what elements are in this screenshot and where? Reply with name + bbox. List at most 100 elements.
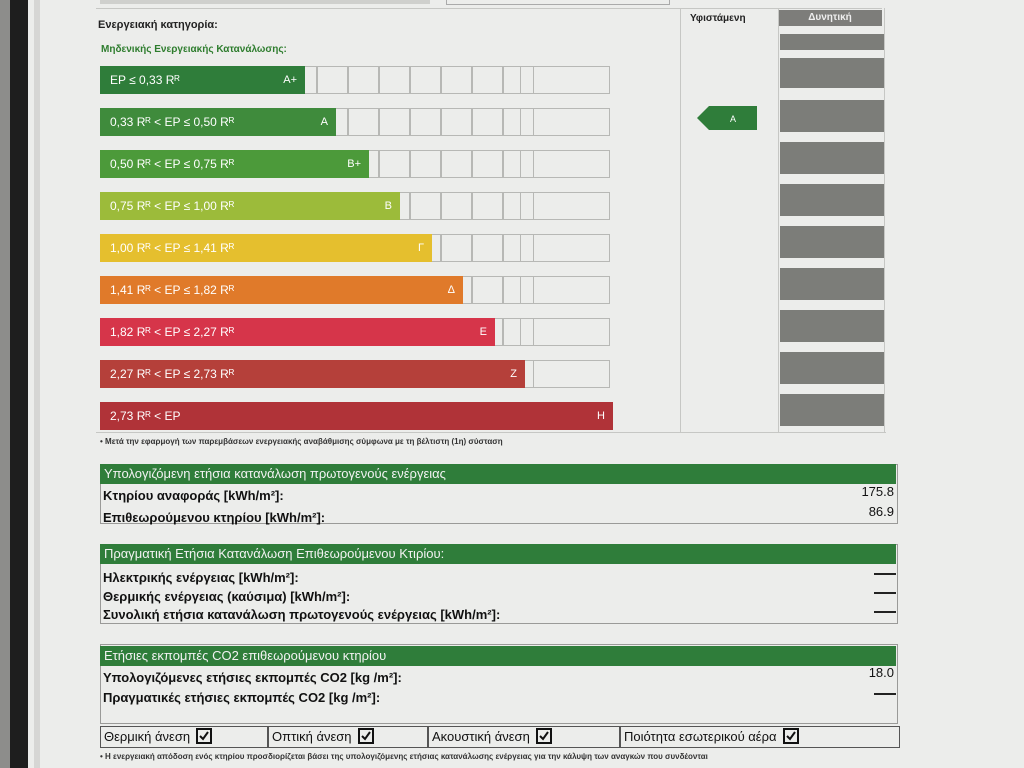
scale-grid-cell <box>379 150 410 178</box>
thermal-energy-value-empty <box>874 592 896 594</box>
frame-top <box>96 8 882 9</box>
scale-bar-range: 0,50 Rᴿ < EP ≤ 0,75 Rᴿ <box>110 157 235 171</box>
potential-rating-cell <box>780 352 884 384</box>
scale-grid-cell <box>503 150 534 178</box>
co2-emissions-box <box>100 644 898 724</box>
visual-comfort-checkbox-icon <box>357 728 374 744</box>
inspected-building-label: Επιθεωρούμενου κτηρίου [kWh/m²]: <box>103 510 326 525</box>
potential-rating-cell <box>780 310 884 342</box>
scale-bar: EP ≤ 0,33 Rᴿ A+ <box>100 66 305 94</box>
primary-energy-title: Υπολογιζόμενη ετήσια κατανάλωση πρωτογεν… <box>100 464 896 484</box>
scale-bar: 0,33 Rᴿ < EP ≤ 0,50 Rᴿ A <box>100 108 336 136</box>
scale-bar-range: 2,73 Rᴿ < EP <box>110 409 181 423</box>
scale-bar-range: 1,00 Rᴿ < EP ≤ 1,41 Rᴿ <box>110 241 235 255</box>
acoustic-comfort-checkbox-icon <box>535 728 552 744</box>
scale-bar-range: EP ≤ 0,33 Rᴿ <box>110 73 180 87</box>
thermal-comfort-cell: Θερμική άνεση <box>100 726 268 748</box>
scale-bar: 0,75 Rᴿ < EP ≤ 1,00 Rᴿ B <box>100 192 400 220</box>
thermal-comfort-label: Θερμική άνεση <box>104 729 191 744</box>
scale-bar: 1,82 Rᴿ < EP ≤ 2,27 Rᴿ E <box>100 318 495 346</box>
scale-bar-grade: H <box>597 410 605 422</box>
scale-grid-cell <box>520 276 610 304</box>
total-primary-energy-label: Συνολική ετήσια κατανάλωση πρωτογενούς ε… <box>103 607 501 622</box>
scale-grid-cell <box>503 192 534 220</box>
clipped-field-box <box>446 0 670 5</box>
scale-grid-cell <box>410 192 441 220</box>
scale-bar-grade: B <box>384 200 392 212</box>
existing-column-header: Υφιστάμενη <box>690 13 746 24</box>
nzeb-label: Μηδενικής Ενεργειακής Κατανάλωσης: <box>101 44 287 55</box>
frame-bottom <box>96 432 886 433</box>
potential-rating-cell <box>780 394 884 426</box>
current-rating-grade: A <box>730 114 736 124</box>
frame-divider-potential <box>778 8 779 432</box>
scale-grid-cell <box>317 66 348 94</box>
scale-bar-range: 0,75 Rᴿ < EP ≤ 1,00 Rᴿ <box>110 199 235 213</box>
footnote-recommendation: • Μετά την εφαρμογή των παρεμβάσεων ενερ… <box>100 437 503 446</box>
scale-bar-grade: Γ <box>417 242 424 254</box>
acoustic-comfort-cell: Ακουστική άνεση <box>428 726 620 748</box>
frame-divider-existing <box>680 8 681 432</box>
scale-grid-cell <box>441 66 472 94</box>
electric-energy-label: Ηλεκτρικής ενέργειας [kWh/m²]: <box>103 570 299 585</box>
footnote-energy-performance: • Η ενεργειακή απόδοση ενός κτηρίου προσ… <box>100 752 708 761</box>
scale-grid-cell <box>441 108 472 136</box>
scale-grid-cell <box>520 360 610 388</box>
scale-bar-grade: A <box>320 116 328 128</box>
scale-grid-cell <box>503 66 534 94</box>
potential-column-header: Δυνητική <box>778 10 882 26</box>
scale-bar-range: 2,27 Rᴿ < EP ≤ 2,73 Rᴿ <box>110 367 235 381</box>
scale-grid-cell <box>410 66 441 94</box>
scale-bar-range: 0,33 Rᴿ < EP ≤ 0,50 Rᴿ <box>110 115 235 129</box>
potential-rating-cell <box>780 184 884 216</box>
scale-bar-grade: E <box>479 326 487 338</box>
scale-grid-cell <box>472 234 503 262</box>
scale-bar: 2,73 Rᴿ < EP H <box>100 402 613 430</box>
scale-grid-cell <box>472 192 503 220</box>
scale-grid-cell <box>503 108 534 136</box>
visual-comfort-label: Οπτική άνεση <box>272 729 352 744</box>
visual-comfort-cell: Οπτική άνεση <box>268 726 428 748</box>
scale-grid-cell <box>379 108 410 136</box>
thermal-energy-label: Θερμικής ενέργειας (καύσιμα) [kWh/m²]: <box>103 589 351 604</box>
scale-grid-cell <box>472 108 503 136</box>
calculated-co2-label: Υπολογιζόμενες ετήσιες εκπομπές CO2 [kg … <box>103 670 402 685</box>
scale-grid-cell <box>520 66 610 94</box>
reference-building-label: Κτηρίου αναφοράς [kWh/m²]: <box>103 488 284 503</box>
scale-grid-cell <box>520 150 610 178</box>
scale-grid-cell <box>520 318 610 346</box>
page-edge <box>34 0 40 768</box>
clipped-field-row <box>100 0 430 4</box>
inspected-building-value: 86.9 <box>868 504 894 519</box>
scale-grid-cell <box>379 66 410 94</box>
calculated-co2-value: 18.0 <box>868 665 894 680</box>
scale-grid-cell <box>503 276 534 304</box>
actual-co2-label: Πραγματικές ετήσιες εκπομπές CO2 [kg /m²… <box>103 690 381 705</box>
energy-category-label: Ενεργειακή κατηγορία: <box>98 19 218 31</box>
potential-header-band <box>780 34 884 50</box>
scale-bar-grade: B+ <box>347 158 361 170</box>
scale-grid-cell <box>441 150 472 178</box>
scale-bar: 1,00 Rᴿ < EP ≤ 1,41 Rᴿ Γ <box>100 234 432 262</box>
scale-grid-cell <box>520 192 610 220</box>
scale-grid-cell <box>441 234 472 262</box>
acoustic-comfort-label: Ακουστική άνεση <box>432 729 530 744</box>
potential-rating-cell <box>780 100 884 132</box>
current-rating-arrow: A <box>697 106 757 130</box>
potential-rating-cell <box>780 268 884 300</box>
co2-emissions-title: Ετήσιες εκπομπές CO2 επιθεωρούμενου κτηρ… <box>100 646 896 666</box>
actual-consumption-title: Πραγματική Ετήσια Κατανάλωση Επιθεωρούμε… <box>100 544 896 564</box>
scale-bar-grade: Δ <box>447 284 455 296</box>
scale-grid-cell <box>503 318 534 346</box>
reference-building-value: 175.8 <box>861 484 894 499</box>
indoor-air-quality-cell: Ποιότητα εσωτερικού αέρα <box>620 726 900 748</box>
potential-rating-cell <box>780 58 884 88</box>
scale-grid-cell <box>472 276 503 304</box>
scale-grid-cell <box>410 150 441 178</box>
scale-grid-cell <box>348 66 379 94</box>
actual-co2-value-empty <box>874 693 896 695</box>
frame-right <box>884 8 885 432</box>
scale-bar-range: 1,82 Rᴿ < EP ≤ 2,27 Rᴿ <box>110 325 235 339</box>
scale-bar-grade: Z <box>510 368 517 380</box>
potential-rating-cell <box>780 226 884 258</box>
